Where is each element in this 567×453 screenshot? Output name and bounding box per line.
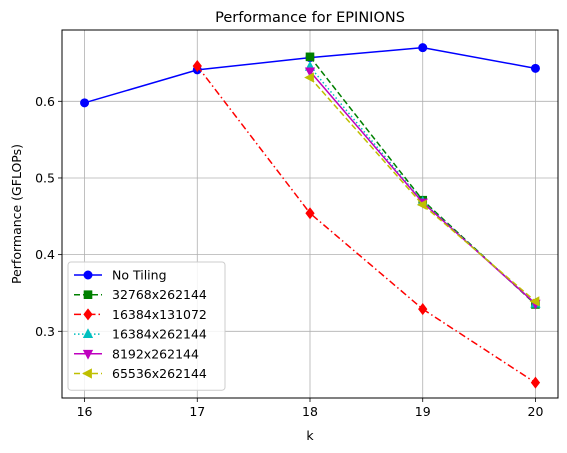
data-point [304,67,316,78]
legend-label: 16384x262144 [112,327,207,342]
data-point [304,72,314,83]
legend-label: 32768x262144 [112,287,207,302]
series-layer [80,43,541,389]
x-tick-label: 18 [302,404,318,419]
y-tick-label: 0.5 [35,170,55,185]
y-axis-label: Performance (GFLOPs) [9,144,24,284]
data-point [529,296,540,307]
data-point [80,98,90,108]
ticks: 16 17 18 19 20 0.3 0.4 0.5 0.6 [35,94,543,419]
legend-label: 65536x262144 [112,366,207,381]
series-line [196,65,536,384]
y-tick-label: 0.6 [35,94,55,109]
data-point [305,52,315,62]
data-point [418,43,428,53]
y-tick-label: 0.4 [35,247,55,262]
series-line [309,77,536,302]
y-tick-label: 0.3 [35,324,55,339]
series-16384x131072 [192,60,541,389]
data-point [418,303,428,316]
legend-swatch-marker [83,290,93,299]
chart-title: Performance for EPINIONS [215,10,405,26]
legend-label: 16384x131072 [112,307,207,322]
x-axis-label: k [306,428,314,443]
data-point [530,376,541,389]
series-65536x262144 [304,72,540,307]
legend-box [67,261,226,391]
x-tick-label: 19 [415,404,431,419]
data-point [192,60,202,73]
legend-swatch-marker [82,328,94,338]
data-point [416,199,427,210]
data-point [530,63,540,73]
x-tick-label: 20 [528,404,544,419]
x-tick-label: 16 [77,404,93,419]
legend-swatch-marker [82,349,94,360]
legend-label: 8192x262144 [112,346,199,361]
legend-swatch-marker [82,368,92,379]
legend-swatch-marker [83,308,93,321]
data-point [305,207,315,220]
x-tick-label: 17 [189,404,205,419]
legend-swatch-marker [83,270,93,280]
legend: No Tiling 32768x262144 16384x131072 16384x2… [67,261,226,391]
legend-label: No Tiling [112,268,167,283]
